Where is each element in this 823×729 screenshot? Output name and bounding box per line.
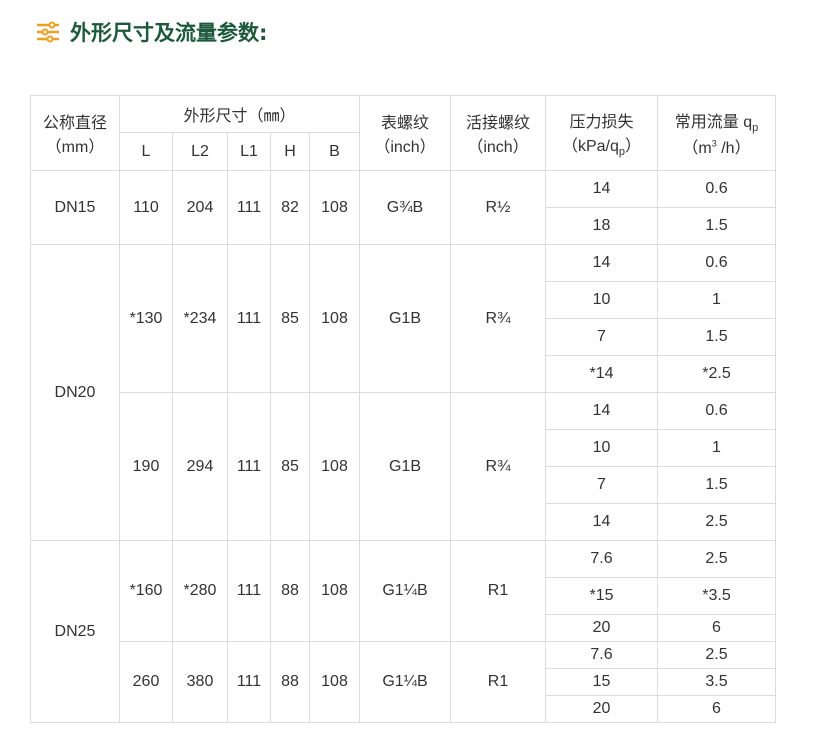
dim-L2-cell: 294: [172, 392, 228, 541]
pressure-loss-cell: 14: [545, 244, 658, 282]
header-dims: 外形尺寸（㎜）: [119, 95, 360, 133]
header-L: L: [119, 132, 173, 171]
dim-L2-cell: *280: [172, 540, 228, 642]
table-row: DN25 *160 *280 111 88 108 G1¼B R1 7.6 2.5: [30, 540, 776, 723]
meter-thread-cell: G1¼B: [359, 641, 451, 723]
header-meter-thread: 表螺纹 （inch）: [359, 95, 451, 171]
meter-thread-cell: G1B: [359, 392, 451, 541]
dim-B-cell: 108: [309, 641, 360, 723]
dim-L1-cell: 111: [227, 244, 271, 393]
flow-cell: 2.5: [657, 641, 776, 669]
header-union-thread: 活接螺纹 （inch）: [450, 95, 546, 171]
flow-cell: 1.5: [657, 318, 776, 356]
pressure-loss-cell: 18: [545, 207, 658, 245]
flow-cell: 2.5: [657, 540, 776, 578]
dim-L-cell: 110: [119, 170, 173, 245]
flow-cell: 0.6: [657, 392, 776, 430]
table-row: 14 2.5: [31, 503, 776, 541]
pressure-loss-cell: 10: [545, 429, 658, 467]
flow-cell: 3.5: [657, 668, 776, 696]
pressure-loss-cell: 7.6: [545, 641, 658, 669]
flow-cell: 0.6: [657, 244, 776, 282]
dim-H-cell: 85: [270, 244, 310, 393]
header-flow: 常用流量 qp （m3 /h）: [657, 95, 776, 171]
pressure-loss-cell: 14: [545, 503, 658, 541]
dim-L-cell: 260: [119, 641, 173, 723]
table-row: 7 1.5: [31, 318, 776, 356]
flow-cell: 6: [657, 614, 776, 642]
header-L2: L2: [172, 132, 228, 171]
meter-thread-cell: G1B: [359, 244, 451, 393]
dim-L2-cell: *234: [172, 244, 228, 393]
union-thread-cell: R½: [450, 170, 546, 245]
table-row: 260 380 111 88 108 G1¼B R1 7.6 2.5: [31, 641, 776, 723]
pressure-loss-cell: 15: [545, 668, 658, 696]
dim-L2-cell: 204: [172, 170, 228, 245]
table-row: DN20 *130 *234 111 85 108 G1B R¾ 14 0.6: [30, 244, 776, 541]
table-row: *14 *2.5: [31, 355, 776, 393]
table-row: 10 1: [31, 429, 776, 467]
pressure-loss-cell: 20: [545, 695, 658, 723]
dim-B-cell: 108: [309, 392, 360, 541]
flow-cell: 1: [657, 429, 776, 467]
flow-cell: 1.5: [657, 466, 776, 504]
union-thread-cell: R1: [450, 540, 546, 642]
dim-L1-cell: 111: [227, 170, 271, 245]
flow-cell: *3.5: [657, 577, 776, 615]
pressure-loss-cell: 7.6: [545, 540, 658, 578]
flow-cell: 2.5: [657, 503, 776, 541]
pressure-loss-cell: 14: [545, 392, 658, 430]
dim-H-cell: 82: [270, 170, 310, 245]
header-B: B: [309, 132, 360, 171]
pressure-loss-cell: 10: [545, 281, 658, 319]
dim-L1-cell: 111: [227, 392, 271, 541]
table-row: 7 1.5: [31, 466, 776, 504]
table-row: 18 1.5: [31, 207, 776, 245]
dim-B-cell: 108: [309, 244, 360, 393]
flow-cell: 6: [657, 695, 776, 723]
settings-sliders-icon: [37, 21, 59, 43]
dim-H-cell: 88: [270, 641, 310, 723]
nominal-diameter-cell: DN20: [30, 244, 120, 541]
spec-table: 公称直径 （mm） 外形尺寸（㎜） 表螺纹 （inch） 活接螺纹 （inch） 压力…: [30, 95, 776, 723]
union-thread-cell: R¾: [450, 244, 546, 393]
header-H: H: [270, 132, 310, 171]
pressure-loss-cell: *14: [545, 355, 658, 393]
union-thread-cell: R¾: [450, 392, 546, 541]
table-row: DN15 110 204 111 82 108 G¾B R½ 14 0.6: [30, 170, 776, 245]
dim-L-cell: 190: [119, 392, 173, 541]
flow-cell: 0.6: [657, 170, 776, 208]
section-title: 外形尺寸及流量参数:: [36, 17, 267, 47]
pressure-loss-cell: 7: [545, 466, 658, 504]
dim-B-cell: 108: [309, 540, 360, 642]
dim-L1-cell: 111: [227, 540, 271, 642]
meter-thread-cell: G1¼B: [359, 540, 451, 642]
dim-B-cell: 108: [309, 170, 360, 245]
table-row: *15 *3.5: [31, 577, 776, 615]
header-nominal: 公称直径 （mm）: [30, 95, 120, 171]
page-title: 外形尺寸及流量参数:: [70, 21, 268, 45]
table-row: 190 294 111 85 108 G1B R¾ 14 0.6: [31, 392, 776, 541]
flow-cell: 1.5: [657, 207, 776, 245]
dim-H-cell: 88: [270, 540, 310, 642]
table-row: 15 3.5: [31, 668, 776, 696]
pressure-loss-cell: 20: [545, 614, 658, 642]
union-thread-cell: R1: [450, 641, 546, 723]
header-L1: L1: [227, 132, 271, 171]
flow-cell: *2.5: [657, 355, 776, 393]
header-pressure-loss: 压力损失 （kPa/qp）: [545, 95, 658, 171]
dim-L-cell: *160: [119, 540, 173, 642]
table-row: 20 6: [31, 695, 776, 723]
pressure-loss-cell: 14: [545, 170, 658, 208]
pressure-loss-cell: *15: [545, 577, 658, 615]
dim-L-cell: *130: [119, 244, 173, 393]
dim-L1-cell: 111: [227, 641, 271, 723]
nominal-diameter-cell: DN25: [30, 540, 120, 723]
flow-cell: 1: [657, 281, 776, 319]
meter-thread-cell: G¾B: [359, 170, 451, 245]
pressure-loss-cell: 7: [545, 318, 658, 356]
dim-L2-cell: 380: [172, 641, 228, 723]
nominal-diameter-cell: DN15: [30, 170, 120, 245]
dim-H-cell: 85: [270, 392, 310, 541]
